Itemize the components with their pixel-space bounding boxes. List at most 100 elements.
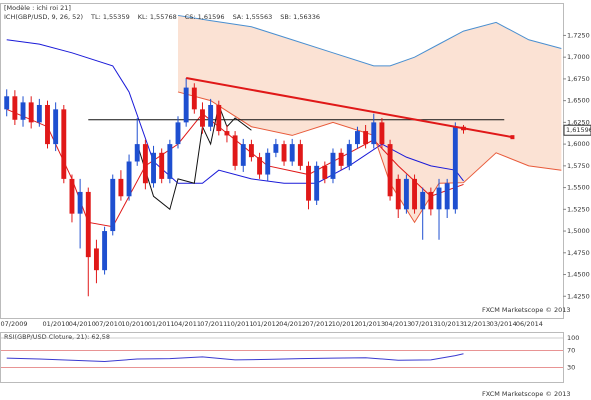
- y-tick-label: 1,7250: [567, 31, 590, 39]
- last-price-box: [563, 124, 591, 136]
- x-tick-label: 07/2011: [200, 320, 227, 328]
- candle-body: [159, 152, 165, 179]
- candle-body: [4, 96, 10, 110]
- candle-body: [208, 104, 214, 127]
- cloud: [178, 15, 562, 223]
- legend-entry: SA: 1,55563: [233, 13, 273, 21]
- candle-body: [77, 191, 83, 214]
- candle-body: [134, 144, 140, 162]
- y-tick-label: 1,6750: [567, 75, 590, 83]
- x-tick-label: 04/2010: [69, 320, 96, 328]
- candle-body: [420, 191, 426, 210]
- candle-body: [436, 187, 442, 210]
- price-frame: [0, 3, 564, 319]
- indicator-line: [6, 39, 464, 184]
- candle-body: [53, 109, 59, 145]
- candle-body: [265, 152, 271, 175]
- candle-body: [240, 144, 246, 166]
- x-tick-label: 03/2014: [490, 320, 517, 328]
- x-tick-label: 07/2009: [0, 320, 27, 328]
- candle-body: [45, 104, 50, 145]
- last-price-label: 1,61596: [566, 126, 591, 134]
- candle-body: [273, 144, 279, 153]
- watermark: FXCM Marketscope © 2013: [482, 390, 571, 398]
- x-tick-label: 07/2013: [411, 320, 438, 328]
- x-tick-label: 10/2013: [437, 320, 464, 328]
- candle-body: [428, 191, 434, 210]
- legend-entry: SB: 1,56336: [280, 13, 320, 21]
- candle-body: [289, 144, 295, 162]
- x-tick-label: 04/2011: [174, 320, 201, 328]
- y-tick-label: 1,7000: [567, 53, 590, 61]
- y-tick-label: 1,5250: [567, 205, 590, 213]
- y-tick-label: 1,6250: [567, 118, 590, 126]
- candle-body: [110, 178, 116, 232]
- candle-body: [452, 126, 458, 210]
- rsi-tick-label: 100: [567, 334, 579, 342]
- candle-body: [248, 144, 254, 158]
- candle-body: [330, 152, 336, 179]
- candle-body: [387, 144, 393, 197]
- candle-body: [61, 109, 67, 179]
- x-tick-label: 10/2012: [332, 320, 359, 328]
- candle-body: [322, 165, 328, 179]
- x-tick-label: 10/2011: [227, 320, 254, 328]
- candle-body: [85, 191, 91, 258]
- candle-body: [338, 152, 344, 166]
- x-tick-label: 10/2010: [121, 320, 148, 328]
- candle-body: [257, 157, 263, 175]
- candle-body: [216, 104, 222, 132]
- candle-body: [126, 161, 132, 197]
- candle-body: [379, 122, 385, 145]
- trendline: [185, 77, 513, 139]
- model-label: [Modèle : ichi roi 21]: [4, 4, 71, 12]
- y-tick-label: 1,5750: [567, 162, 590, 170]
- y-tick-label: 1,4500: [567, 271, 590, 279]
- x-tick-label: 07/2012: [305, 320, 332, 328]
- y-tick-label: 1,6500: [567, 97, 590, 105]
- rsi-frame: [0, 332, 564, 383]
- legend-entry: KL: 1,55768: [138, 13, 177, 21]
- candle-body: [371, 122, 377, 145]
- candle-body: [232, 135, 238, 166]
- candle-body: [346, 144, 352, 166]
- x-tick-label: 06/2014: [516, 320, 543, 328]
- candle-body: [224, 131, 230, 136]
- y-tick-label: 1,4250: [567, 292, 590, 300]
- candle-body: [403, 178, 409, 210]
- x-tick-label: 01/2011: [148, 320, 175, 328]
- candle-body: [281, 144, 287, 162]
- rsi-tick-label: 70: [567, 347, 575, 355]
- candle-body: [444, 183, 450, 210]
- indicator-label: ICH(GBP/USD, 9, 26, 52): [4, 13, 83, 21]
- y-tick-label: 1,5000: [567, 227, 590, 235]
- candle-body: [118, 178, 124, 197]
- x-tick-label: 01/2013: [358, 320, 385, 328]
- candle-body: [395, 178, 401, 210]
- candle-body: [297, 144, 303, 166]
- candle-body: [28, 102, 34, 123]
- candle-body: [183, 87, 189, 123]
- candle-body: [12, 96, 18, 120]
- rsi-title: RSI(GBP/USD Cloture, 21): 62,58: [4, 333, 110, 341]
- x-tick-label: 04/2012: [279, 320, 306, 328]
- candle-body: [36, 104, 42, 123]
- rsi-line: [6, 353, 464, 363]
- candle-body: [175, 122, 181, 145]
- candle-body: [142, 144, 148, 184]
- rsi-tick-label: 30: [567, 363, 575, 371]
- x-tick-label: 04/2013: [384, 320, 411, 328]
- candle-body: [363, 131, 369, 145]
- candle-body: [314, 165, 320, 201]
- x-tick-label: 01/2012: [253, 320, 280, 328]
- x-tick-label: 07/2010: [95, 320, 122, 328]
- candle-body: [306, 165, 311, 201]
- candle-body: [200, 109, 205, 127]
- watermark: FXCM Marketscope © 2013: [482, 306, 571, 314]
- legend-entry: CS: 1,61596: [185, 13, 225, 21]
- candle-body: [412, 178, 417, 210]
- candle-body: [93, 248, 99, 271]
- candle-body: [191, 87, 197, 110]
- x-tick-label: 12/2013: [463, 320, 490, 328]
